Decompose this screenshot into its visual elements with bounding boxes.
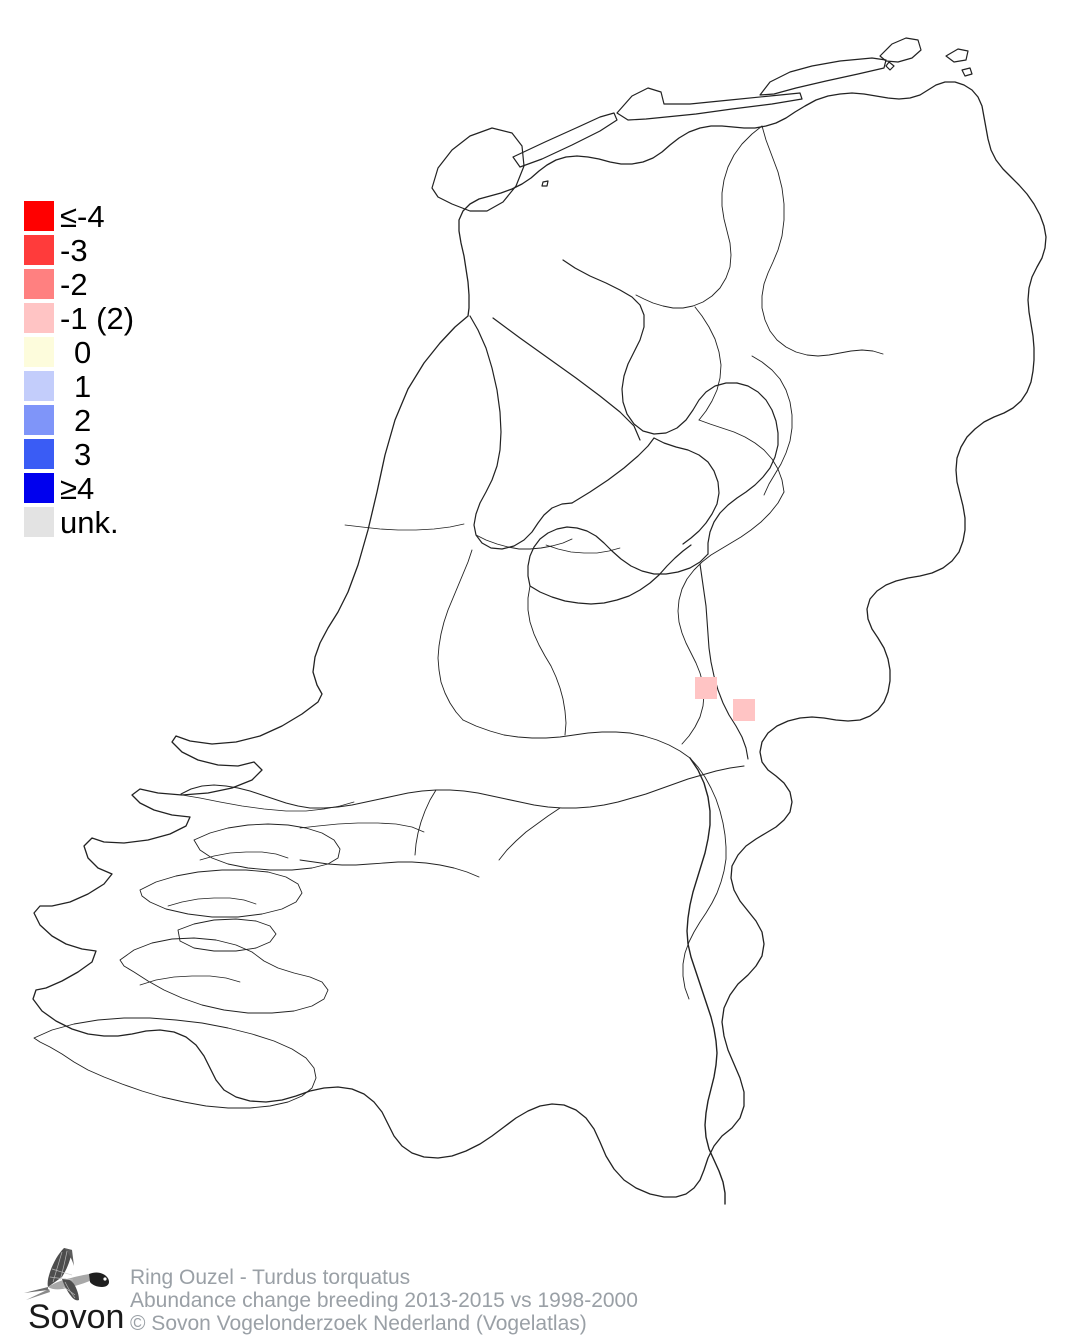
legend-swatch-minus3 [24,235,54,265]
legend-item[interactable]: -3 [24,233,194,267]
border-drenthe-overijssel [751,355,793,496]
river-maas-limburg [686,757,726,1205]
map-background [0,0,1074,1250]
legend-label-unknown: unk. [60,504,119,540]
caption-metric: Abundance change breeding 2013-2015 vs 1… [130,1289,638,1312]
zeeland-goeree-overflakkee [193,823,341,871]
river-rijn-waal [309,765,745,809]
legend-swatch-three [24,439,54,469]
ijsselmeer-north-shore [562,259,738,435]
legend-label-minus1: -1 (2) [60,300,135,336]
legend-label-zero: 0 [74,334,92,370]
caption-copyright: © Sovon Vogelonderzoek Nederland (Vogela… [130,1312,587,1335]
randmeer-detail [545,544,621,554]
legend-item[interactable]: 3 [24,437,194,471]
island-ameland [759,57,887,96]
legend-item[interactable]: 2 [24,403,194,437]
river-waal-lek-split [498,807,561,861]
legend-item[interactable]: 1 [24,369,194,403]
legend-swatch-le-minus4 [24,201,54,231]
legend-label-minus2: -2 [60,266,88,302]
legend-item[interactable]: unk. [24,505,194,539]
legend-label-le-minus4: ≤-4 [60,198,105,234]
border-overijssel-gelderland [677,491,785,745]
island-schiermonnikoog [879,37,922,63]
legend-item[interactable]: 0 [24,335,194,369]
legend-item[interactable]: -2 [24,267,194,301]
caption-species: Ring Ouzel - Turdus torquatus [130,1266,411,1289]
river-maas-south [180,784,311,809]
zeeland-schouwen-duiveland [139,869,303,918]
map-outlines [32,37,1047,1205]
islet-engelsmanplaat [885,61,895,71]
zeeland-channel-detail [199,851,289,861]
border-zeeland-noordbrabant [299,859,480,878]
legend-label-one: 1 [74,368,92,404]
legend-label-two: 2 [74,402,92,438]
flevoland-north-east [707,382,779,555]
netherlands-map-svg [0,0,1074,1250]
noordoostpolder-ring [653,437,720,545]
river-hollandse-ijssel [414,789,437,856]
legend-swatch-zero [24,337,54,367]
zeeuws-vlaanderen [33,1017,317,1109]
legend-label-minus3: -3 [60,232,88,268]
border-gelderland-utrecht [527,585,567,736]
border-groningen-drenthe [761,125,884,357]
river-ijssel [699,563,749,760]
legend-item[interactable]: -1 (2) [24,301,194,335]
legend-label-three: 3 [74,436,92,472]
haringvliet [181,794,355,812]
legend-item[interactable]: ≤-4 [24,199,194,233]
data-cell[interactable] [695,677,717,699]
sovon-logo: Sovon [22,1242,125,1340]
legend-swatch-minus2 [24,269,54,299]
swallow-bird-icon [24,1248,109,1301]
border-friesland-drenthe [694,306,722,421]
zeeland-channel-detail-2 [167,897,257,907]
legend-item[interactable]: ≥4 [24,471,194,505]
footer: Sovon Ring Ouzel - Turdus torquatus Abun… [0,1240,1074,1340]
border-utrecht-zuidholland [437,549,473,721]
sovon-wordmark: Sovon [28,1298,125,1336]
islet-rottumeroog [961,67,973,77]
legend-swatch-minus1 [24,303,54,333]
border-noordbrabant-limburg [682,757,727,1000]
markermeer-dike [492,317,641,441]
border-friesland-groningen [635,125,763,309]
ijsselmeer-west-shore [469,315,573,550]
legend-swatch-unknown [24,507,54,537]
island-vlieland [512,112,618,168]
data-cell[interactable] [733,699,755,721]
border-gelderland-noordbrabant [462,719,691,759]
island-terschelling [616,87,803,121]
veluwerandmeren [529,544,692,605]
legend-swatch-two [24,405,54,435]
islet-rottumerplaat [945,48,969,63]
zeeland-walcheren-zuid-beveland [119,937,329,1014]
zeeland-noord-beveland [177,918,277,952]
border-drenthe-overijssel-2 [698,419,785,493]
flevoland-south [527,526,709,587]
legend: ≤-4 -3 -2 -1 (2) 0 1 2 3 [24,199,194,539]
distribution-map [0,0,1074,1250]
border-noordholland-utrecht [475,534,573,550]
map-caption: Ring Ouzel - Turdus torquatus Abundance … [130,1266,638,1335]
zeeland-channel-detail-3 [139,975,241,986]
legend-swatch-ge-4 [24,473,54,503]
noordzeekanaal [344,523,465,531]
legend-swatch-one [24,371,54,401]
houtribdijk [571,437,655,504]
data-cells [695,677,755,721]
hollands-diep [299,822,425,833]
netherlands-national-border [32,81,1047,1198]
islet-griend [541,180,549,187]
legend-label-ge-4: ≥4 [60,470,95,506]
